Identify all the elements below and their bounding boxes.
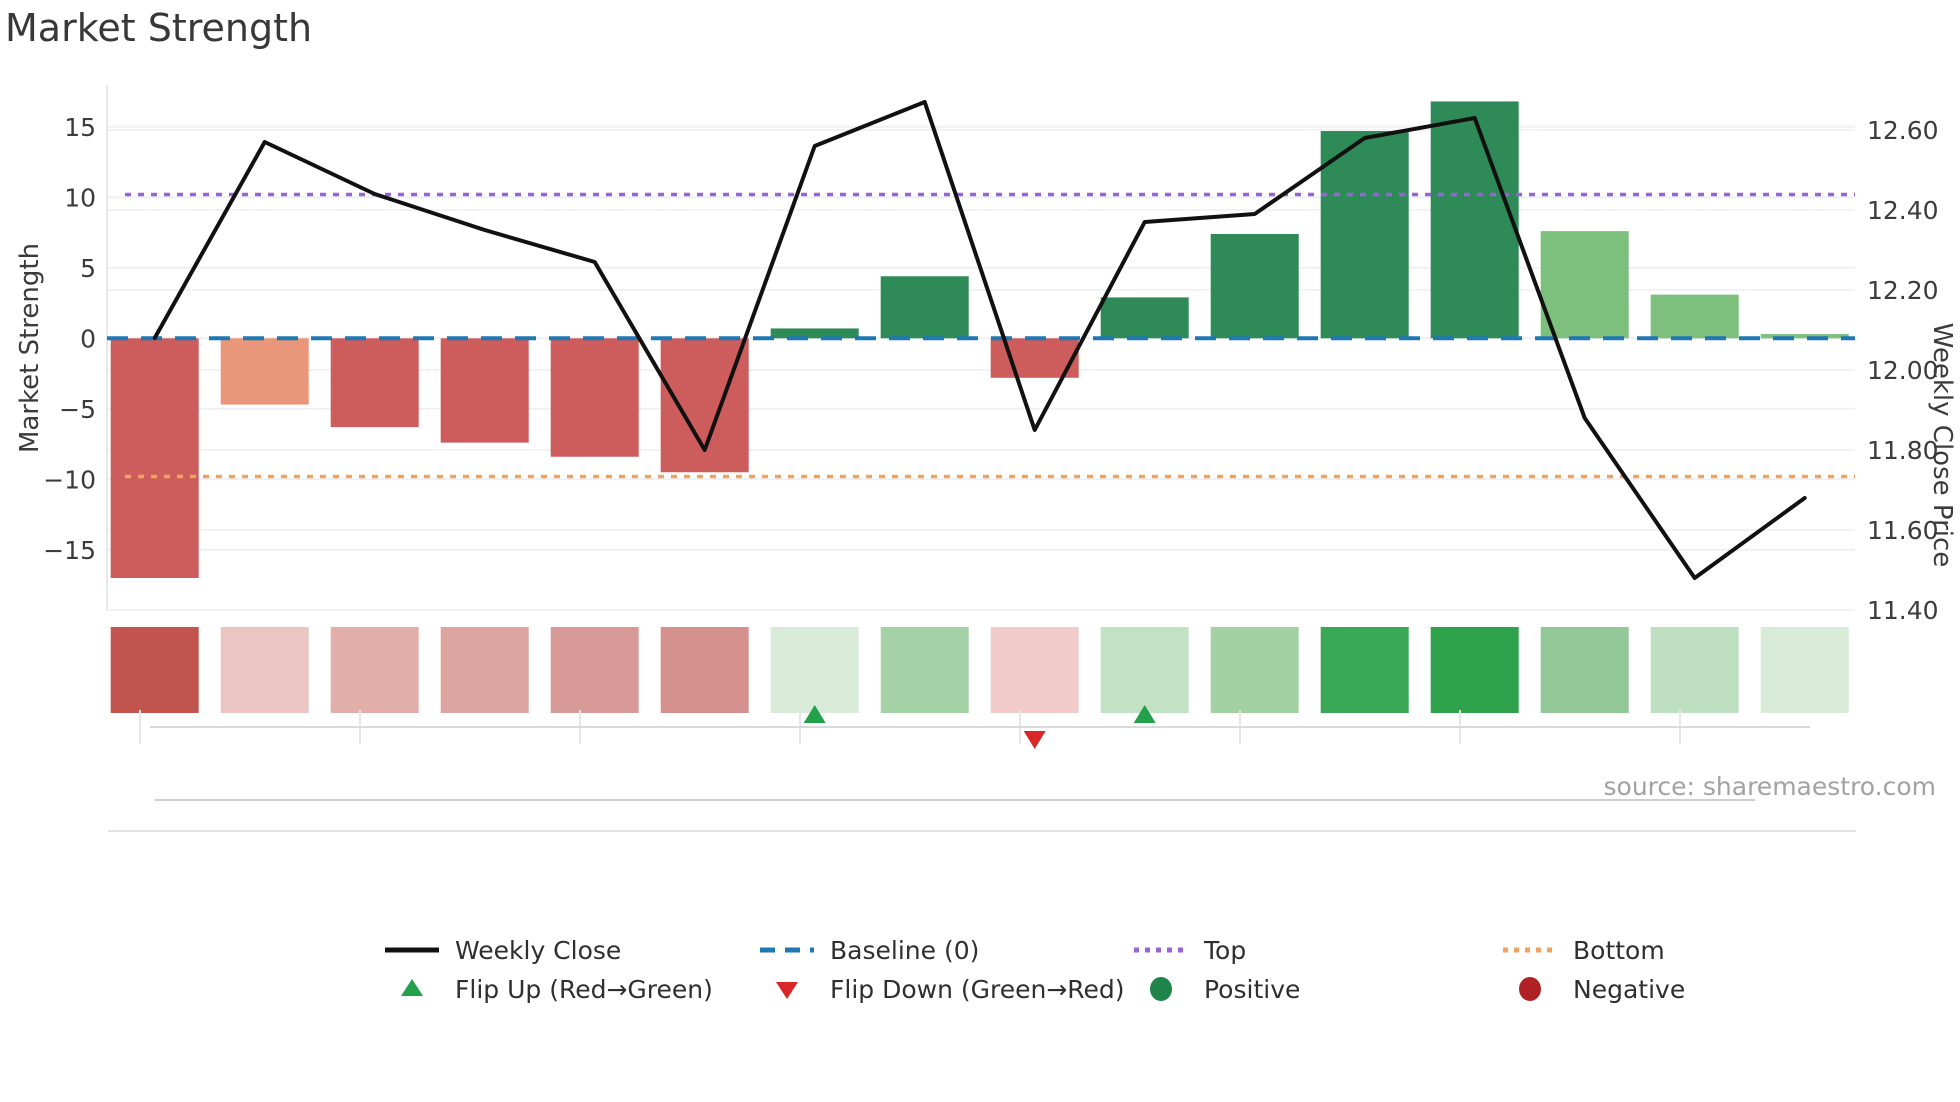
- heatmap-cell-week-10: [1100, 627, 1189, 713]
- chart-title: Market Strength: [5, 6, 313, 50]
- strength-bar-week-11: [1210, 233, 1299, 339]
- strength-bar-week-15: [1650, 294, 1739, 339]
- legend-item-flip-up: Flip Up (Red→Green): [383, 972, 713, 1006]
- left-tick-label: 5: [80, 254, 96, 283]
- heatmap-cell-week-1: [110, 627, 199, 713]
- left-tick-label: 0: [80, 324, 96, 353]
- chart-plot-area: 15 10 5 0 −5 −10 −15 12.60 12.40 12.20 12.00 11.80 1…: [43, 85, 1939, 832]
- right-tick-label: 12.20: [1867, 276, 1939, 305]
- heatmap-cell-week-4: [440, 627, 529, 713]
- flip-up-marker-week-7: [803, 705, 826, 723]
- legend-item-positive: Positive: [1132, 972, 1300, 1006]
- legend-label: Flip Down (Green→Red): [830, 974, 1125, 1004]
- strength-bar-week-6: [660, 338, 749, 473]
- legend-label: Negative: [1573, 974, 1686, 1004]
- left-tick-label: 15: [64, 113, 96, 142]
- flip-down-marker-week-9: [1023, 731, 1046, 749]
- heatmap-cell-week-3: [330, 627, 419, 713]
- strength-bar-week-7: [770, 328, 859, 339]
- right-tick-label: 12.40: [1867, 196, 1939, 225]
- left-tick-label: −5: [59, 395, 96, 424]
- strength-bar-week-8: [880, 276, 969, 339]
- strength-bar-week-14: [1540, 231, 1629, 339]
- strength-bar-week-10: [1100, 297, 1189, 339]
- heatmap-cell-week-5: [550, 627, 639, 713]
- right-tick-label: 12.00: [1867, 356, 1939, 385]
- strength-bar-week-2: [220, 338, 309, 405]
- legend-label: Baseline (0): [830, 935, 980, 965]
- flip-up-marker-week-10: [1133, 705, 1156, 723]
- legend-item-negative: Negative: [1501, 972, 1685, 1006]
- strength-bar-week-16: [1760, 334, 1849, 339]
- heatmap-cell-week-12: [1320, 627, 1409, 713]
- legend-label: Bottom: [1573, 935, 1665, 965]
- right-tick-label: 12.60: [1867, 116, 1939, 145]
- bottom-dotted-swatch: [1503, 947, 1557, 953]
- heatmap-cell-week-11: [1210, 627, 1299, 713]
- legend-item-top: Top: [1132, 933, 1246, 967]
- right-tick-label: 11.60: [1867, 516, 1939, 545]
- heatmap-cell-week-13: [1430, 627, 1519, 713]
- heatmap-cell-week-9: [990, 627, 1079, 713]
- heatmap-cell-week-8: [880, 627, 969, 713]
- legend-item-weekly-close: Weekly Close: [383, 933, 621, 967]
- heatmap-cell-week-2: [220, 627, 309, 713]
- baseline-dash-swatch: [760, 947, 814, 953]
- strength-bar-week-1: [110, 338, 199, 578]
- negative-circle-icon: [1519, 977, 1541, 1001]
- strength-bar-week-5: [550, 338, 639, 457]
- legend-item-baseline: Baseline (0): [758, 933, 979, 967]
- legend-label: Positive: [1204, 974, 1301, 1004]
- weekly-close-line-swatch: [385, 947, 439, 953]
- strength-bar-week-3: [330, 338, 419, 428]
- left-tick-label: −10: [43, 465, 96, 494]
- weekly-close-line: [152, 100, 1807, 580]
- strength-bar-week-12: [1320, 131, 1409, 339]
- left-tick-label: 10: [64, 183, 96, 212]
- right-tick-label: 11.40: [1867, 596, 1939, 625]
- heatmap-cell-week-14: [1540, 627, 1629, 713]
- flip-down-triangle-icon: [776, 982, 798, 999]
- legend-label: Flip Up (Red→Green): [455, 974, 713, 1004]
- strength-bar-week-4: [440, 338, 529, 443]
- right-tick-label: 11.80: [1867, 436, 1939, 465]
- source-attribution: source: sharemaestro.com: [1603, 772, 1937, 801]
- legend-label: Weekly Close: [455, 935, 622, 965]
- legend-item-bottom: Bottom: [1501, 933, 1665, 967]
- heatmap-cell-week-15: [1650, 627, 1739, 713]
- top-dotted-swatch: [1134, 947, 1188, 953]
- legend-item-flip-down: Flip Down (Green→Red): [758, 972, 1125, 1006]
- heatmap-cell-week-6: [660, 627, 749, 713]
- heatmap-cell-week-7: [770, 627, 859, 713]
- left-tick-label: −15: [43, 536, 96, 565]
- positive-circle-icon: [1150, 977, 1172, 1001]
- legend-label: Top: [1204, 935, 1247, 965]
- heatmap-cell-week-16: [1760, 627, 1849, 713]
- flip-up-triangle-icon: [401, 979, 423, 996]
- strength-bar-week-13: [1430, 101, 1519, 339]
